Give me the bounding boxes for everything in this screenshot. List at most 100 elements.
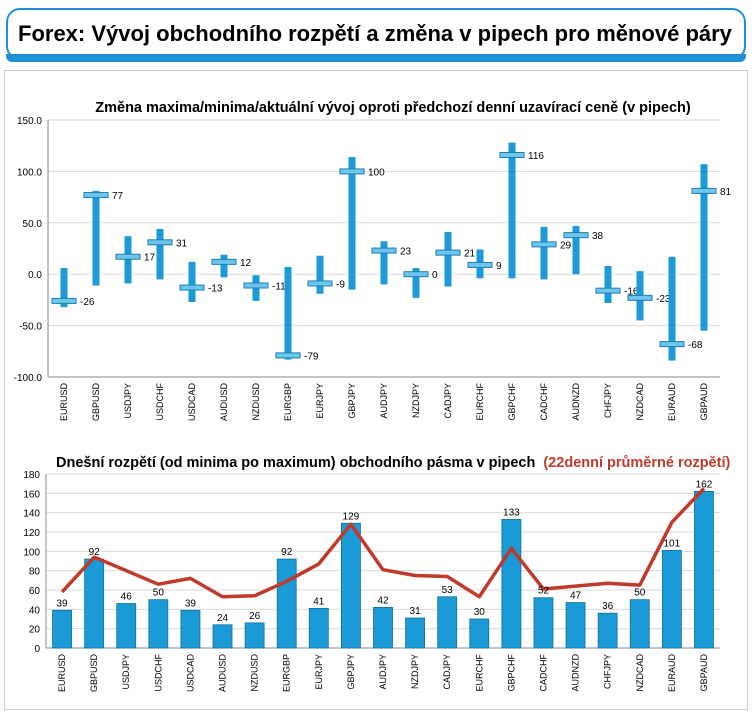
current-value-label: -68 xyxy=(688,340,703,351)
y-tick-label: 150.0 xyxy=(17,116,42,127)
range-bar xyxy=(84,558,105,649)
range-bar xyxy=(316,255,324,294)
range-bar xyxy=(668,256,676,361)
y-tick-label: 160 xyxy=(23,489,40,500)
bar-value-label: 39 xyxy=(185,598,197,609)
x-tick-label: CADJPY xyxy=(443,383,453,419)
range-bar xyxy=(308,607,329,649)
title-box: Forex: Vývoj obchodního rozpětí a změna … xyxy=(6,8,746,60)
bar-value-label: 26 xyxy=(249,611,261,622)
current-marker xyxy=(595,287,621,294)
bar-value-label: 47 xyxy=(570,591,582,602)
current-value-label: -16 xyxy=(624,287,639,298)
range-bar xyxy=(124,236,132,284)
current-marker xyxy=(435,249,461,256)
current-marker xyxy=(307,280,333,287)
current-marker xyxy=(179,284,205,291)
range-bar xyxy=(341,522,361,649)
bar-value-label: 92 xyxy=(89,547,101,558)
current-marker xyxy=(627,294,653,301)
x-tick-label: NZDJPY xyxy=(411,383,421,418)
current-value-label: 77 xyxy=(112,191,124,202)
x-tick-label: GBPAUD xyxy=(699,654,709,692)
current-value-label: 12 xyxy=(240,258,252,269)
x-tick-label: EURGBP xyxy=(283,383,293,421)
range-bar xyxy=(469,618,490,649)
bar-value-label: 31 xyxy=(410,606,422,617)
x-tick-label: EURUSD xyxy=(59,383,69,422)
current-value-label: 9 xyxy=(496,261,502,272)
current-marker xyxy=(691,187,717,194)
x-tick-label: CADCHF xyxy=(539,382,549,420)
bar-value-label: 133 xyxy=(503,507,520,518)
range-bar xyxy=(540,226,548,280)
range-bar xyxy=(180,609,201,649)
current-marker xyxy=(83,192,109,199)
current-value-label: -13 xyxy=(208,284,223,295)
y-tick-label: 180 xyxy=(23,470,40,481)
bar-value-label: 129 xyxy=(343,511,360,522)
range-bar xyxy=(244,622,265,649)
y-tick-label: 20 xyxy=(29,625,41,636)
x-tick-label: EURUSD xyxy=(57,654,67,693)
page-title: Forex: Vývoj obchodního rozpětí a změna … xyxy=(18,21,732,46)
current-value-label: 100 xyxy=(368,167,385,178)
current-marker xyxy=(115,253,141,260)
x-tick-label: NZDUSD xyxy=(250,654,260,692)
x-tick-label: GBPCHF xyxy=(506,654,516,692)
current-marker xyxy=(275,352,301,359)
current-marker xyxy=(211,258,237,265)
x-tick-label: EURCHF xyxy=(475,382,485,420)
range-bar xyxy=(92,190,100,286)
x-tick-label: GBPUSD xyxy=(91,383,101,422)
bar-value-label: 41 xyxy=(313,596,325,607)
x-tick-label: USDCAD xyxy=(185,654,195,693)
range-bar xyxy=(661,549,682,649)
bar-value-label: 42 xyxy=(377,595,389,606)
current-marker xyxy=(467,261,493,268)
bar-value-label: 39 xyxy=(56,598,68,609)
x-tick-label: USDCHF xyxy=(153,653,163,691)
current-value-label: 17 xyxy=(144,253,156,264)
x-tick-label: NZDCAD xyxy=(635,654,645,692)
current-marker xyxy=(531,241,557,248)
chart2-title-extra: (22denní průměrné rozpětí) xyxy=(543,455,730,471)
x-tick-label: NZDUSD xyxy=(251,383,261,421)
x-tick-label: GBPJPY xyxy=(347,383,357,419)
current-value-label: -23 xyxy=(656,294,671,305)
range-bar xyxy=(572,225,580,275)
range-bar xyxy=(60,268,68,308)
bar-value-label: 101 xyxy=(664,538,681,549)
chart2-title: Dnešní rozpětí (od minima po maximum) ob… xyxy=(56,455,730,471)
range-bar xyxy=(501,519,522,649)
x-tick-label: CHFJPY xyxy=(603,654,613,689)
average-range-line xyxy=(60,487,706,599)
current-marker xyxy=(563,232,589,239)
range-bar xyxy=(156,228,164,280)
range-bar xyxy=(533,597,554,649)
current-marker xyxy=(403,271,429,278)
bar-value-label: 53 xyxy=(442,585,454,596)
chart1-title: Změna maxima/minima/aktuální vývoj oprot… xyxy=(95,100,691,116)
current-value-label: -79 xyxy=(304,351,319,362)
x-tick-label: USDCHF xyxy=(155,382,165,420)
current-marker xyxy=(147,239,173,246)
x-tick-label: EURAUD xyxy=(667,654,677,693)
bar-value-label: 50 xyxy=(153,588,165,599)
x-tick-label: AUDNZD xyxy=(571,654,581,692)
range-bar xyxy=(188,261,196,302)
range-bar xyxy=(284,267,292,360)
current-marker xyxy=(51,297,77,304)
range-bar xyxy=(52,609,72,649)
range-bar xyxy=(380,241,388,285)
x-tick-label: EURJPY xyxy=(315,383,325,419)
x-tick-label: USDCAD xyxy=(187,383,197,422)
y-tick-label: 100.0 xyxy=(17,167,42,178)
current-marker xyxy=(243,282,269,289)
x-tick-label: CHFJPY xyxy=(603,383,613,418)
x-tick-label: CADJPY xyxy=(442,654,452,690)
range-bar xyxy=(694,490,714,649)
y-tick-label: 40 xyxy=(29,605,41,616)
y-tick-label: 100 xyxy=(23,547,40,558)
